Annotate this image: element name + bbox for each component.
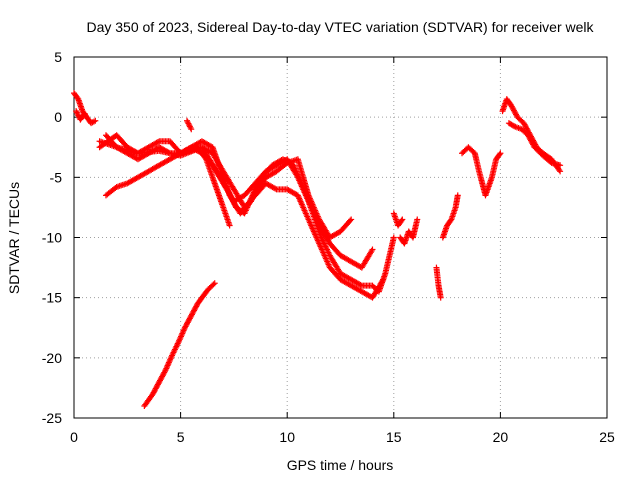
- series-track-n: [459, 144, 504, 199]
- data-point: [80, 111, 87, 118]
- data-point: [81, 110, 88, 117]
- x-axis-label: GPS time / hours: [287, 457, 394, 473]
- y-tick-label: 0: [54, 109, 62, 125]
- x-tick-label: 25: [599, 429, 615, 445]
- x-tick-label: 20: [493, 429, 509, 445]
- x-axis: 0 5 10 15 20 25: [70, 57, 615, 445]
- data-point: [399, 216, 406, 223]
- y-tick-label: -25: [42, 410, 62, 426]
- grid: [74, 57, 607, 418]
- y-tick-label: -10: [42, 230, 62, 246]
- series-track-k: [397, 216, 421, 247]
- x-tick-label: 15: [386, 429, 402, 445]
- data-point: [390, 234, 397, 241]
- series-track-f: [96, 138, 355, 241]
- data-point: [347, 217, 354, 224]
- data-point: [556, 166, 563, 173]
- data-point: [74, 94, 81, 101]
- x-tick-label: 0: [70, 429, 78, 445]
- series-track-i: [183, 117, 195, 133]
- series-track-j: [390, 210, 406, 229]
- y-tick-label: -20: [42, 350, 62, 366]
- data-point: [161, 368, 168, 375]
- series-track-a: [71, 90, 99, 127]
- series-track-h: [181, 144, 233, 229]
- data-point: [210, 281, 217, 288]
- data-point: [226, 222, 233, 229]
- data-points: [71, 90, 564, 409]
- data-point: [154, 138, 161, 145]
- data-point: [380, 276, 387, 283]
- data-point: [447, 217, 454, 224]
- data-point: [272, 185, 279, 192]
- data-point: [437, 294, 444, 301]
- series-track-l: [433, 264, 444, 301]
- y-tick-label: -5: [50, 169, 63, 185]
- data-point: [414, 216, 421, 223]
- series-track-b: [73, 108, 88, 123]
- data-point: [211, 280, 218, 287]
- series-track-m: [439, 192, 461, 241]
- data-point: [557, 168, 564, 175]
- y-tick-label: 5: [54, 49, 62, 65]
- y-axis: 5 0 -5 -10 -15 -20 -25: [42, 49, 607, 426]
- x-tick-label: 5: [177, 429, 185, 445]
- y-axis-label: SDTVAR / TECUs: [6, 182, 22, 294]
- data-point: [557, 162, 564, 169]
- data-point: [497, 150, 504, 157]
- data-point: [348, 216, 355, 223]
- data-point: [454, 192, 461, 199]
- data-point: [92, 117, 99, 124]
- data-point: [511, 123, 518, 130]
- data-point: [496, 151, 503, 158]
- data-point: [379, 278, 386, 285]
- chart-title: Day 350 of 2023, Sidereal Day-to-day VTE…: [86, 19, 594, 35]
- x-tick-label: 10: [279, 429, 295, 445]
- series-track-p: [505, 120, 564, 169]
- series-track-e: [102, 144, 387, 301]
- y-tick-label: -15: [42, 290, 62, 306]
- data-point: [357, 281, 364, 288]
- data-point: [368, 247, 375, 254]
- plot-frame: [73, 56, 608, 419]
- data-point: [188, 126, 195, 133]
- series-track-g: [141, 280, 218, 409]
- data-point: [398, 217, 405, 224]
- data-point: [369, 246, 376, 253]
